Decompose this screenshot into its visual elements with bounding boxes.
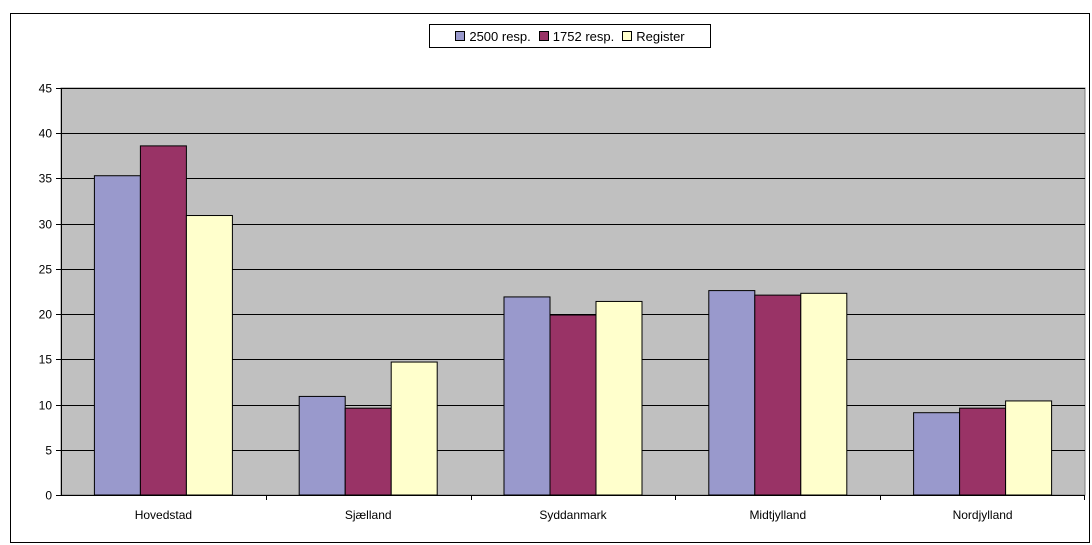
x-tick-label: Midtjylland (749, 508, 806, 522)
bar-sjælland-series-3 (390, 361, 438, 496)
y-tick-label: 20 (39, 308, 53, 322)
y-tick-label: 5 (45, 444, 52, 458)
bar-syddanmark-series-3 (595, 300, 643, 496)
bar-nordjylland-series-2 (959, 407, 1007, 496)
bar-hovedstad-series-1 (93, 175, 141, 496)
bar-nordjylland-series-1 (913, 412, 961, 496)
x-tick-label: Hovedstad (135, 508, 192, 522)
bar-sjælland-series-2 (344, 407, 392, 496)
y-tick-label: 10 (39, 399, 53, 413)
legend-swatch-series-2 (538, 31, 549, 41)
legend-swatch-series-3 (622, 31, 633, 41)
bar-midtjylland-series-3 (800, 292, 848, 496)
legend-label-series-3: Register (636, 28, 685, 44)
bar-midtjylland-series-1 (708, 290, 756, 496)
legend-label-series-1: 2500 resp. (469, 28, 531, 44)
x-tick-label: Nordjylland (953, 508, 1013, 522)
legend-item-series-1: 2500 resp. (455, 28, 531, 44)
x-tick-label: Syddanmark (539, 508, 607, 522)
legend-label-series-2: 1752 resp. (552, 28, 615, 44)
y-tick-label: 25 (39, 263, 53, 277)
bar-hovedstad-series-3 (185, 215, 233, 496)
y-tick-label: 0 (45, 489, 52, 503)
legend-item-series-3: Register (622, 28, 685, 44)
y-tick-label: 40 (39, 127, 53, 141)
legend-item-series-2: 1752 resp. (538, 28, 615, 44)
legend-swatch-series-1 (455, 31, 466, 41)
bar-sjælland-series-1 (298, 395, 346, 496)
bar-syddanmark-series-1 (503, 296, 551, 496)
y-tick-label: 45 (39, 82, 53, 96)
y-tick-label: 35 (39, 172, 53, 186)
y-tick-label: 30 (39, 218, 53, 232)
x-tick-label: Sjælland (345, 508, 392, 522)
bar-hovedstad-series-2 (139, 145, 187, 496)
bar-midtjylland-series-2 (754, 294, 802, 496)
bar-syddanmark-series-2 (549, 314, 597, 496)
legend: 2500 resp. 1752 resp. Register (429, 24, 711, 48)
bar-nordjylland-series-3 (1005, 400, 1053, 496)
y-tick-label: 15 (39, 353, 53, 367)
